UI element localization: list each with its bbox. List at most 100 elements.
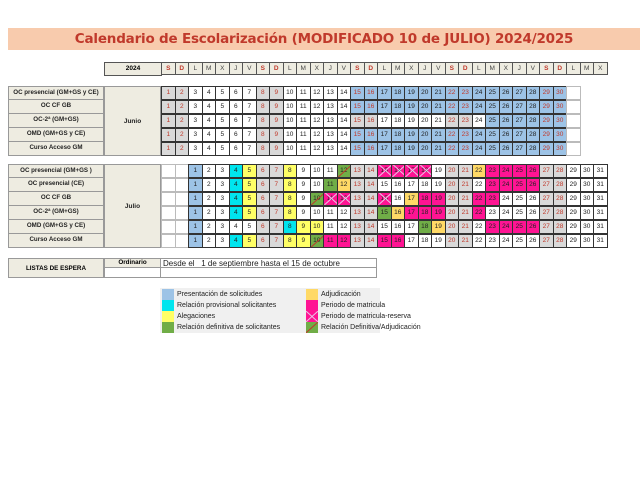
- day-cell: 3: [215, 220, 230, 234]
- day-cell: 17: [404, 234, 419, 248]
- empty-cell: [593, 128, 608, 142]
- day-cell: 9: [296, 220, 311, 234]
- day-cell: 3: [215, 192, 230, 206]
- day-cell: 21: [458, 192, 473, 206]
- weekday-header-cell: J: [228, 62, 243, 75]
- legend-item: Relación Definitiva/Adjudicación: [306, 322, 421, 333]
- day-cell: 25: [512, 178, 527, 192]
- day-cell: 5: [242, 192, 257, 206]
- day-cell: 20: [444, 178, 459, 192]
- row-label: OC CF GB: [8, 192, 104, 206]
- day-cell: 20: [444, 164, 459, 178]
- day-cell: 21: [431, 86, 446, 100]
- day-cell: 25: [485, 128, 500, 142]
- legend-label: Periodo de matricula: [321, 302, 386, 309]
- day-cell: 23: [458, 128, 473, 142]
- day-cell: 21: [431, 142, 446, 156]
- empty-cell: [174, 206, 189, 220]
- weekday-header-cell: X: [498, 62, 513, 75]
- day-cell: 17: [404, 178, 419, 192]
- day-cell: 19: [404, 114, 419, 128]
- day-cell: 18: [417, 234, 432, 248]
- day-cell: 10: [282, 114, 297, 128]
- day-cell: 26: [525, 178, 540, 192]
- empty-cell: [593, 114, 608, 128]
- day-cell: 12: [336, 206, 351, 220]
- legend-swatch-icon: [306, 311, 318, 322]
- day-cell: 29: [539, 128, 554, 142]
- weekday-header-cell: X: [309, 62, 324, 75]
- day-cell: 22: [444, 100, 459, 114]
- day-cell: 4: [228, 164, 243, 178]
- day-cell: 8: [282, 178, 297, 192]
- day-cell: 29: [566, 192, 581, 206]
- day-cell: 31: [593, 220, 608, 234]
- day-cell: 20: [417, 100, 432, 114]
- day-cell: 28: [525, 86, 540, 100]
- day-cell: 16: [363, 86, 378, 100]
- day-cell: 7: [242, 128, 257, 142]
- day-cell: 28: [552, 164, 567, 178]
- calendar-row: 1 2 3 4 5 6 7 8 9 10 11 12 13 14 15 16 17 18 19 20 21 22 23 24 2…: [161, 192, 608, 206]
- empty-cell: [566, 100, 581, 114]
- empty-cell: [174, 178, 189, 192]
- day-cell: 5: [242, 164, 257, 178]
- day-cell: 10: [282, 128, 297, 142]
- day-cell: 14: [363, 164, 378, 178]
- calendar-row: 1 2 3 4 5 6 7 8 9 10 11 12 13 14 15 16 17 18 19 20 21 22 23 24 2…: [161, 206, 608, 220]
- weekday-header-cell: D: [269, 62, 284, 75]
- day-cell: 8: [255, 142, 270, 156]
- day-cell: 6: [228, 100, 243, 114]
- calendar-row: 1 2 3 4 5 6 7 8 9 10 11 12 13 14 15 16 17 18 19 20 21 22 23 24 2…: [161, 220, 608, 234]
- weekday-header-cell: L: [566, 62, 581, 75]
- weekday-header-cell: M: [579, 62, 594, 75]
- day-cell: 24: [471, 86, 486, 100]
- day-cell: 22: [471, 234, 486, 248]
- day-cell: 12: [336, 234, 351, 248]
- day-cell: 10: [309, 234, 324, 248]
- day-cell: 5: [215, 86, 230, 100]
- day-cell: 18: [417, 206, 432, 220]
- day-cell: 26: [525, 164, 540, 178]
- day-cell: 1: [161, 142, 176, 156]
- day-cell: 12: [336, 192, 351, 206]
- day-cell: 15: [377, 178, 392, 192]
- day-cell: 20: [417, 86, 432, 100]
- day-cell: 3: [215, 234, 230, 248]
- day-cell: 27: [539, 220, 554, 234]
- empty-cell: [161, 178, 176, 192]
- day-cell: 23: [458, 142, 473, 156]
- day-cell: 8: [255, 128, 270, 142]
- day-cell: 16: [390, 164, 405, 178]
- day-cell: 11: [323, 164, 338, 178]
- day-cell: 28: [525, 114, 540, 128]
- day-cell: 18: [390, 142, 405, 156]
- day-cell: 20: [444, 192, 459, 206]
- day-cell: 27: [512, 128, 527, 142]
- day-cell: 31: [593, 178, 608, 192]
- empty-cell: [593, 100, 608, 114]
- weekday-header-cell: M: [485, 62, 500, 75]
- listas-period-text: Desde el 1 de septiembre hasta el 15 de …: [161, 258, 377, 268]
- listas-type: Ordinario: [104, 258, 161, 268]
- day-cell: 11: [323, 220, 338, 234]
- empty-cell: [174, 234, 189, 248]
- day-cell: 4: [228, 220, 243, 234]
- row-label: OMD (GM+GS y CE): [8, 128, 104, 142]
- day-cell: 7: [242, 100, 257, 114]
- day-cell: 2: [201, 164, 216, 178]
- day-cell: 26: [525, 206, 540, 220]
- day-cell: 2: [201, 220, 216, 234]
- day-cell: 19: [404, 100, 419, 114]
- day-cell: 4: [201, 142, 216, 156]
- day-cell: 2: [174, 100, 189, 114]
- day-cell: 30: [552, 100, 567, 114]
- day-cell: 8: [255, 100, 270, 114]
- legend-item: Alegaciones: [162, 311, 215, 322]
- day-cell: 21: [431, 100, 446, 114]
- day-cell: 9: [269, 142, 284, 156]
- day-cell: 29: [539, 86, 554, 100]
- day-cell: 29: [539, 100, 554, 114]
- day-cell: 14: [363, 220, 378, 234]
- day-cell: 5: [242, 220, 257, 234]
